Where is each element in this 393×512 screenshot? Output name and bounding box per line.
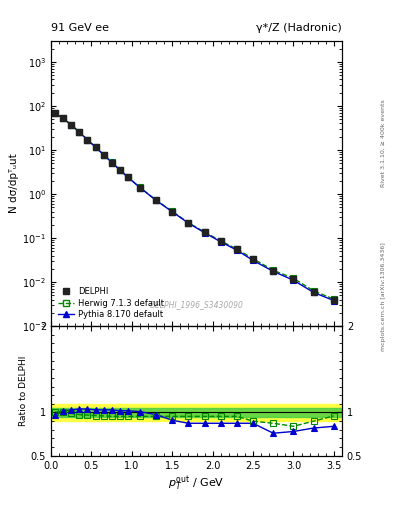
Bar xyxy=(51,408,342,417)
Text: mcplots.cern.ch [arXiv:1306.3436]: mcplots.cern.ch [arXiv:1306.3436] xyxy=(381,243,386,351)
Legend: DELPHI, Herwig 7.1.3 default, Pythia 8.170 default: DELPHI, Herwig 7.1.3 default, Pythia 8.1… xyxy=(55,285,166,322)
X-axis label: $p_T^{\rm out}$ / GeV: $p_T^{\rm out}$ / GeV xyxy=(168,475,225,493)
Text: γ*/Z (Hadronic): γ*/Z (Hadronic) xyxy=(256,23,342,33)
Text: Rivet 3.1.10, ≥ 400k events: Rivet 3.1.10, ≥ 400k events xyxy=(381,99,386,187)
Text: DELPHI_1996_S3430090: DELPHI_1996_S3430090 xyxy=(150,300,243,309)
Text: 91 GeV ee: 91 GeV ee xyxy=(51,23,109,33)
Y-axis label: N dσ/dpᵀᵤut: N dσ/dpᵀᵤut xyxy=(9,154,20,214)
Bar xyxy=(51,404,342,421)
Y-axis label: Ratio to DELPHI: Ratio to DELPHI xyxy=(19,356,28,426)
